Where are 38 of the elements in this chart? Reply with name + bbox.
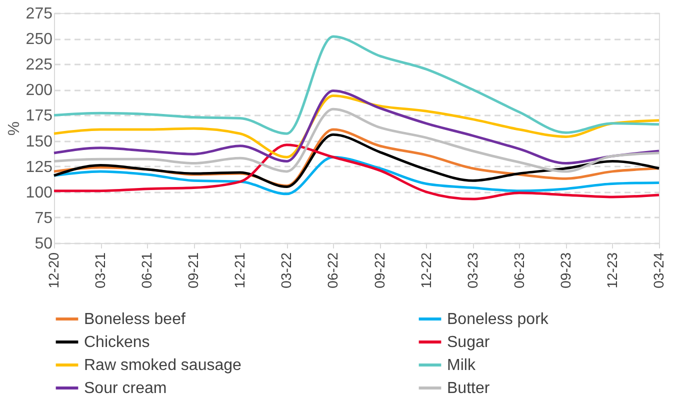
x-tick-label: 06-22 <box>324 252 341 288</box>
y-tick-label: 50 <box>34 236 53 252</box>
x-tick-label: 06-21 <box>138 252 155 288</box>
x-tick-label: 12-20 <box>46 252 62 288</box>
legend-label: Boneless beef <box>84 311 186 328</box>
legend-label: Sour cream <box>84 380 167 397</box>
x-tick-label: 03-22 <box>278 252 294 288</box>
y-tick-label: 150 <box>26 133 53 150</box>
y-axis-title: % <box>6 121 23 136</box>
line-series <box>52 35 660 135</box>
legend-label: Boneless pork <box>447 311 550 328</box>
x-tick-label: 12-22 <box>418 252 434 288</box>
line-series <box>52 144 660 200</box>
x-tick-label: 12-21 <box>232 252 248 288</box>
y-tick-label: 75 <box>34 210 53 227</box>
legend-label: Butter <box>447 380 490 397</box>
x-tick-label: 03-24 <box>650 252 666 288</box>
x-tick-label: 03-23 <box>464 252 480 288</box>
line-series <box>52 156 660 196</box>
x-tick-label: 09-23 <box>557 252 574 288</box>
x-tick-label: 03-21 <box>92 252 108 288</box>
x-tick-label: 09-21 <box>185 252 202 288</box>
legend-label: Milk <box>447 357 476 374</box>
y-tick-label: 100 <box>26 184 53 202</box>
legend-label: Chickens <box>84 334 150 351</box>
y-tick-label: 275 <box>26 6 53 22</box>
y-tick-label: 250 <box>26 31 53 48</box>
line-series <box>52 108 660 173</box>
x-tick-label: 12-23 <box>604 252 620 288</box>
x-tick-label: 06-23 <box>510 252 527 288</box>
legend-label: Sugar <box>447 334 490 351</box>
x-tick-label: 09-22 <box>371 252 388 288</box>
line-series <box>52 89 660 165</box>
y-tick-label: 175 <box>26 108 53 125</box>
y-tick-label: 125 <box>26 158 53 176</box>
y-tick-label: 225 <box>26 56 53 74</box>
y-tick-label: 200 <box>26 82 53 100</box>
legend-label: Raw smoked sausage <box>84 357 242 374</box>
